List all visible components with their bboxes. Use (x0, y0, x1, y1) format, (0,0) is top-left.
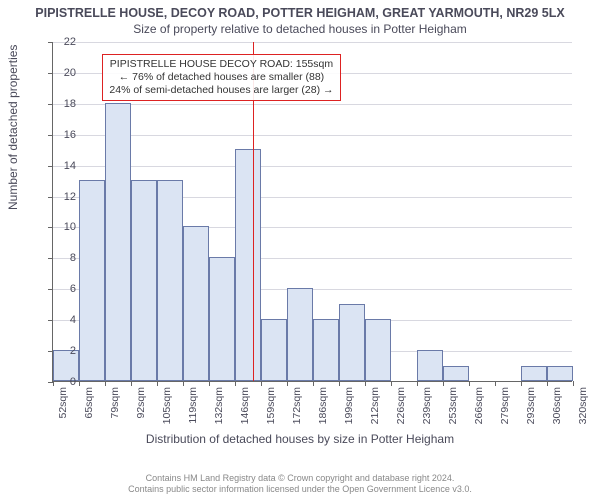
y-tick-label: 18 (52, 98, 76, 110)
x-tick-label: 132sqm (213, 387, 225, 424)
x-tick-label: 52sqm (57, 387, 69, 419)
x-tick-label: 172sqm (291, 387, 303, 424)
y-tick-label: 8 (52, 252, 76, 264)
histogram-bar (183, 226, 209, 381)
histogram-chart: 52sqm65sqm79sqm92sqm105sqm119sqm132sqm14… (52, 42, 572, 382)
x-tick-label: 320sqm (577, 387, 589, 424)
x-tick-mark (235, 381, 236, 386)
x-tick-mark (183, 381, 184, 386)
x-tick-mark (105, 381, 106, 386)
annotation-line: PIPISTRELLE HOUSE DECOY ROAD: 155sqm (109, 58, 333, 71)
x-tick-label: 266sqm (473, 387, 485, 424)
annotation-box: PIPISTRELLE HOUSE DECOY ROAD: 155sqm← 76… (102, 54, 340, 101)
y-tick-label: 16 (52, 129, 76, 141)
histogram-bar (417, 350, 443, 381)
histogram-bar (131, 180, 157, 381)
footer-line-1: Contains HM Land Registry data © Crown c… (0, 473, 600, 485)
x-tick-mark (547, 381, 548, 386)
y-tick-label: 0 (52, 376, 76, 388)
y-tick-label: 4 (52, 314, 76, 326)
x-tick-mark (417, 381, 418, 386)
y-tick-label: 10 (52, 221, 76, 233)
histogram-bar (261, 319, 287, 381)
y-tick-label: 20 (52, 67, 76, 79)
x-tick-label: 65sqm (83, 387, 95, 419)
histogram-bar (313, 319, 339, 381)
annotation-line: 24% of semi-detached houses are larger (… (109, 84, 333, 97)
page-subtitle: Size of property relative to detached ho… (0, 20, 600, 36)
gridline (53, 42, 572, 43)
x-tick-mark (287, 381, 288, 386)
x-tick-label: 199sqm (343, 387, 355, 424)
page-title: PIPISTRELLE HOUSE, DECOY ROAD, POTTER HE… (0, 0, 600, 20)
x-tick-label: 239sqm (421, 387, 433, 424)
x-tick-label: 279sqm (499, 387, 511, 424)
x-tick-mark (365, 381, 366, 386)
x-tick-mark (209, 381, 210, 386)
histogram-bar (365, 319, 391, 381)
x-tick-label: 306sqm (551, 387, 563, 424)
x-tick-mark (157, 381, 158, 386)
histogram-bar (209, 257, 235, 381)
footer-line-2: Contains public sector information licen… (0, 484, 600, 496)
histogram-bar (339, 304, 365, 381)
x-tick-mark (443, 381, 444, 386)
histogram-bar (547, 366, 573, 381)
x-tick-label: 79sqm (109, 387, 121, 419)
x-tick-label: 186sqm (317, 387, 329, 424)
x-axis-label: Distribution of detached houses by size … (0, 432, 600, 446)
x-tick-label: 253sqm (447, 387, 459, 424)
x-tick-label: 146sqm (239, 387, 251, 424)
plot-area: 52sqm65sqm79sqm92sqm105sqm119sqm132sqm14… (52, 42, 572, 382)
annotation-line: ← 76% of detached houses are smaller (88… (109, 71, 333, 84)
histogram-bar (521, 366, 547, 381)
y-tick-label: 14 (52, 160, 76, 172)
y-tick-label: 6 (52, 283, 76, 295)
histogram-bar (79, 180, 105, 381)
y-tick-label: 2 (52, 345, 76, 357)
histogram-bar (287, 288, 313, 381)
x-tick-mark (339, 381, 340, 386)
x-tick-mark (313, 381, 314, 386)
histogram-bar (157, 180, 183, 381)
x-tick-label: 212sqm (369, 387, 381, 424)
histogram-bar (235, 149, 261, 381)
histogram-bar (443, 366, 469, 381)
histogram-bar (105, 103, 131, 381)
y-tick-label: 12 (52, 191, 76, 203)
y-axis-label: Number of detached properties (6, 45, 20, 210)
x-tick-mark (469, 381, 470, 386)
x-tick-mark (521, 381, 522, 386)
x-tick-mark (261, 381, 262, 386)
y-tick-label: 22 (52, 36, 76, 48)
x-tick-mark (131, 381, 132, 386)
x-tick-mark (573, 381, 574, 386)
x-tick-label: 293sqm (525, 387, 537, 424)
x-tick-label: 226sqm (395, 387, 407, 424)
x-tick-mark (79, 381, 80, 386)
footer-attribution: Contains HM Land Registry data © Crown c… (0, 473, 600, 496)
x-tick-label: 119sqm (187, 387, 199, 424)
x-tick-label: 92sqm (135, 387, 147, 419)
x-tick-label: 105sqm (161, 387, 173, 424)
x-tick-label: 159sqm (265, 387, 277, 424)
x-tick-mark (391, 381, 392, 386)
x-tick-mark (495, 381, 496, 386)
